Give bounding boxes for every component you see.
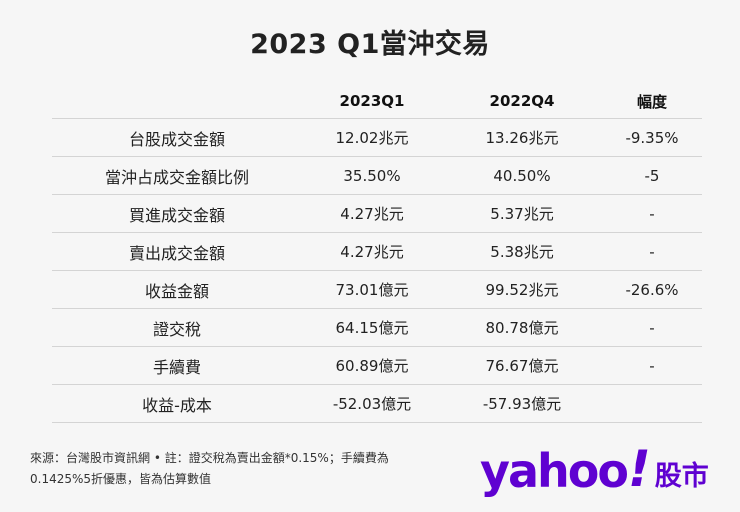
- cell-2023q1: 60.89億元: [335, 357, 409, 375]
- trading-table: 2023Q1 2022Q4 幅度 台股成交金額 12.02兆元 13.26兆元 …: [52, 84, 702, 423]
- logo-section-label: 股市: [654, 461, 709, 492]
- row-label: 證交稅: [152, 319, 201, 339]
- cell-2023q1: 73.01億元: [335, 281, 409, 299]
- row-label: 收益-成本: [142, 395, 212, 415]
- cell-2023q1: 12.02兆元: [335, 129, 409, 147]
- cell-2023q1: -52.03億元: [332, 395, 412, 413]
- cell-change: [602, 385, 702, 423]
- cell-2022q4: 5.37兆元: [490, 205, 554, 223]
- cell-change: -26.6%: [625, 280, 679, 299]
- table-row: 證交稅 64.15億元 80.78億元 -: [52, 308, 702, 347]
- row-label: 台股成交金額: [128, 129, 225, 149]
- cell-change: -: [649, 318, 655, 337]
- logo-wordmark: yahoo: [480, 444, 629, 498]
- footnote-line: 0.1425%5折優惠，皆為估算數值: [30, 472, 212, 486]
- cell-change: -5: [644, 166, 660, 185]
- row-label: 手續費: [152, 357, 201, 377]
- cell-2023q1: 64.15億元: [335, 319, 409, 337]
- cell-2023q1: 4.27兆元: [340, 205, 404, 223]
- header-2023q1: 2023Q1: [339, 92, 405, 110]
- cell-2023q1: 4.27兆元: [340, 243, 404, 261]
- cell-2023q1: 35.50%: [343, 166, 401, 185]
- header-blank: [52, 84, 302, 119]
- cell-change: -: [649, 356, 655, 375]
- row-label: 賣出成交金額: [128, 243, 225, 263]
- table-row: 台股成交金額 12.02兆元 13.26兆元 -9.35%: [52, 118, 702, 157]
- logo-exclamation: !: [627, 440, 651, 498]
- table-row: 收益-成本 -52.03億元 -57.93億元: [52, 384, 702, 423]
- header-change: 幅度: [636, 92, 667, 111]
- yahoo-finance-logo: yahoo ! 股市: [480, 434, 709, 494]
- row-label: 收益金額: [144, 281, 209, 301]
- cell-change: -: [649, 242, 655, 261]
- cell-2022q4: 13.26兆元: [485, 129, 559, 147]
- row-label: 買進成交金額: [128, 205, 225, 225]
- cell-2022q4: 40.50%: [493, 166, 551, 185]
- cell-2022q4: 80.78億元: [485, 319, 559, 337]
- footnote-line: 來源：台灣股市資訊網 • 註：證交稅為賣出金額*0.15%；手續費為: [30, 451, 389, 465]
- cell-2022q4: 5.38兆元: [490, 243, 554, 261]
- cell-2022q4: 99.52兆元: [485, 281, 559, 299]
- table-row: 當沖占成交金額比例 35.50% 40.50% -5: [52, 156, 702, 195]
- cell-change: -9.35%: [625, 128, 679, 147]
- table-row: 買進成交金額 4.27兆元 5.37兆元 -: [52, 194, 702, 233]
- table-row: 手續費 60.89億元 76.67億元 -: [52, 346, 702, 385]
- cell-2022q4: 76.67億元: [485, 357, 559, 375]
- table-header-row: 2023Q1 2022Q4 幅度: [52, 84, 702, 119]
- row-label: 當沖占成交金額比例: [104, 167, 249, 187]
- cell-2022q4: -57.93億元: [482, 395, 562, 413]
- header-2022q4: 2022Q4: [489, 92, 555, 110]
- source-footnote: 來源：台灣股市資訊網 • 註：證交稅為賣出金額*0.15%；手續費為 0.142…: [30, 448, 460, 490]
- table-row: 收益金額 73.01億元 99.52兆元 -26.6%: [52, 270, 702, 309]
- page-title: 2023 Q1當沖交易: [250, 29, 490, 60]
- cell-change: -: [649, 204, 655, 223]
- table-row: 賣出成交金額 4.27兆元 5.38兆元 -: [52, 232, 702, 271]
